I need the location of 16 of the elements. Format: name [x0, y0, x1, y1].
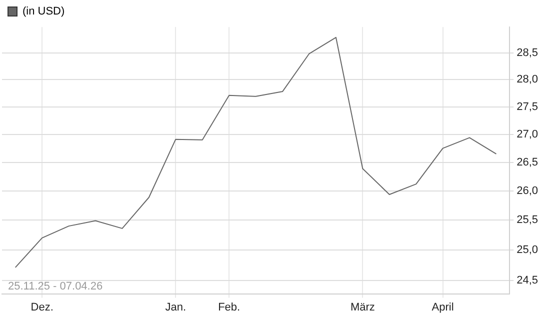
annotation: 25.11.25 - 07.04.26	[8, 280, 103, 292]
legend-label: (in USD)	[22, 6, 65, 18]
x-tick-label: April	[432, 301, 454, 314]
y-tick-label: 27,0	[516, 128, 538, 140]
y-tick-label: 26,5	[516, 156, 538, 168]
y-tick-label: 25,0	[516, 244, 538, 256]
y-tick-label: 28,0	[516, 74, 538, 86]
x-tick-label: Jan.	[165, 301, 186, 314]
y-tick-label: 28,5	[516, 47, 538, 60]
x-tick-label: März	[350, 301, 375, 314]
y-tick-label: 24,5	[516, 274, 538, 286]
x-tick-label: Feb.	[218, 301, 240, 314]
y-tick-label: 27,5	[516, 100, 538, 113]
x-tick-label: Dez.	[30, 301, 54, 314]
y-tick-label: 25,5	[516, 214, 538, 226]
y-tick-label: 26,0	[516, 185, 538, 198]
